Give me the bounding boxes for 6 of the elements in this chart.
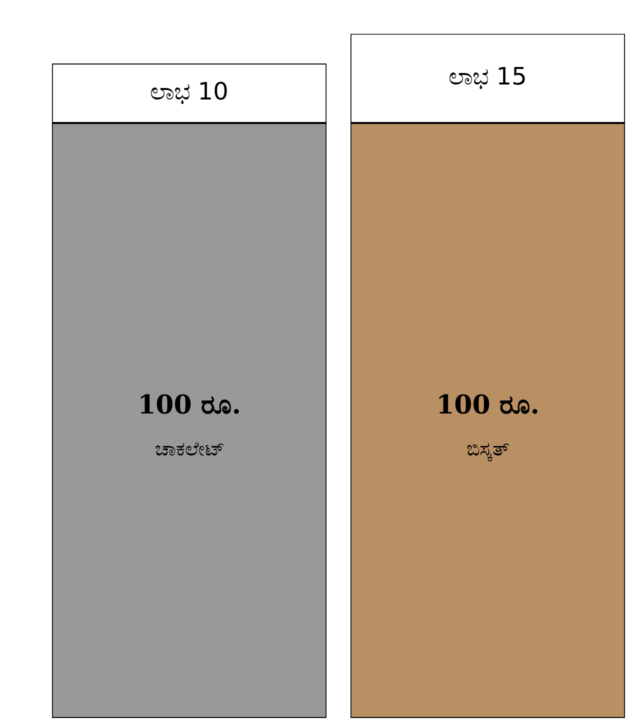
x-tick-label: ಬಿಸ್ಕತ್ (466, 436, 510, 462)
x-tick-label: ಚಾಕಲೇಟ್ (154, 436, 224, 461)
data-label: ಲಾಭ 15 (448, 62, 527, 91)
data-label: 100 ರೂ. (436, 390, 540, 420)
data-label: 100 ರೂ. (138, 390, 241, 420)
data-label: ಲಾಭ 10 (150, 77, 228, 106)
